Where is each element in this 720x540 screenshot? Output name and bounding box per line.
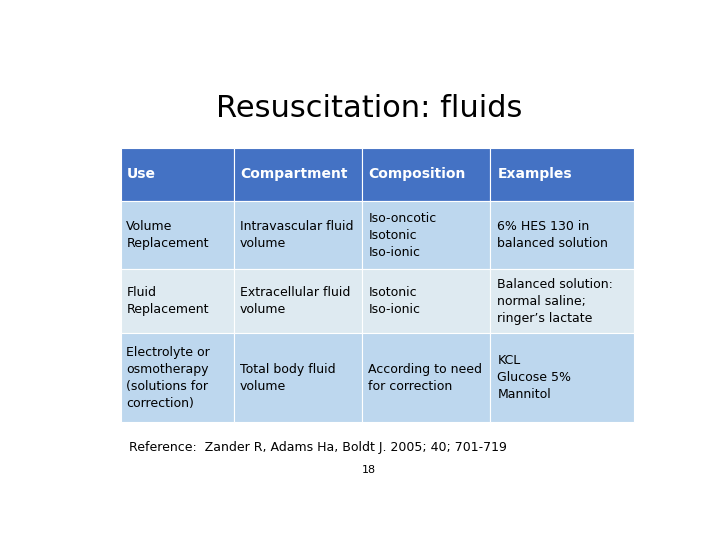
Bar: [233, 269, 362, 333]
Text: Examples: Examples: [498, 167, 572, 181]
Text: Intravascular fluid
volume: Intravascular fluid volume: [240, 220, 354, 250]
Text: Fluid
Replacement: Fluid Replacement: [126, 286, 209, 316]
Bar: [121, 269, 233, 333]
Bar: [233, 333, 362, 422]
Bar: [490, 148, 634, 201]
Bar: [233, 201, 362, 269]
Text: KCL
Glucose 5%
Mannitol: KCL Glucose 5% Mannitol: [498, 354, 572, 401]
Text: Reference:  Zander R, Adams Ha, Boldt J. 2005; 40; 701-719: Reference: Zander R, Adams Ha, Boldt J. …: [129, 441, 507, 454]
Bar: [121, 333, 233, 422]
Text: Isotonic
Iso-ionic: Isotonic Iso-ionic: [369, 286, 420, 316]
Text: Compartment: Compartment: [240, 167, 348, 181]
Bar: [362, 201, 490, 269]
Bar: [490, 333, 634, 422]
Text: 18: 18: [362, 465, 376, 475]
Text: Use: Use: [126, 167, 156, 181]
Bar: [362, 148, 490, 201]
Text: Balanced solution:
normal saline;
ringer’s lactate: Balanced solution: normal saline; ringer…: [498, 278, 613, 325]
Bar: [362, 269, 490, 333]
Text: Iso-oncotic
Isotonic
Iso-ionic: Iso-oncotic Isotonic Iso-ionic: [369, 212, 436, 259]
Text: Extracellular fluid
volume: Extracellular fluid volume: [240, 286, 351, 316]
Bar: [362, 333, 490, 422]
Text: Resuscitation: fluids: Resuscitation: fluids: [216, 94, 522, 123]
Text: Total body fluid
volume: Total body fluid volume: [240, 362, 336, 393]
Text: 6% HES 130 in
balanced solution: 6% HES 130 in balanced solution: [498, 220, 608, 250]
Bar: [233, 148, 362, 201]
Text: According to need
for correction: According to need for correction: [369, 362, 482, 393]
Text: Electrolyte or
osmotherapy
(solutions for
correction): Electrolyte or osmotherapy (solutions fo…: [126, 346, 210, 409]
Bar: [490, 201, 634, 269]
Bar: [121, 201, 233, 269]
Bar: [121, 148, 233, 201]
Text: Composition: Composition: [369, 167, 466, 181]
Text: Volume
Replacement: Volume Replacement: [126, 220, 209, 250]
Bar: [490, 269, 634, 333]
